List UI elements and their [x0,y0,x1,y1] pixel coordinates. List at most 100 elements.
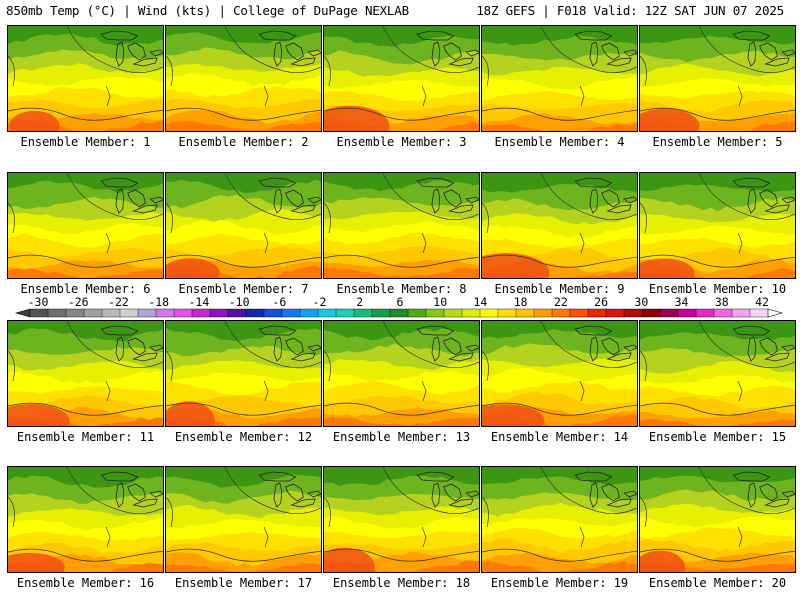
colorbar-swatch [65,308,85,318]
great-lake-outline [307,490,321,498]
boundary-line [421,232,427,254]
great-lake-outline [759,42,778,61]
temperature-map [166,321,321,426]
great-lake-outline [132,498,158,508]
temperature-map [482,321,637,426]
colorbar-swatch [119,308,139,318]
temperature-map [482,173,637,278]
colorbar-tick-label: 14 [473,295,488,309]
ensemble-member-map [323,172,480,279]
boundary-line [263,232,269,254]
boundary-line [324,202,331,234]
colorbar-tick-label: -26 [67,295,89,309]
great-lake-outline [606,498,632,508]
boundary-line [698,26,795,73]
colorbar-tick-label: 42 [755,295,769,309]
colorbar-swatch [731,308,751,318]
boundary-line [166,350,173,382]
colorbar-swatch [371,308,391,318]
boundary-line [66,321,163,368]
great-lake-outline [601,483,620,502]
great-lake-outline [764,498,790,508]
boundary-line [737,526,743,548]
colorbar-swatch [605,308,625,318]
warm-core-shading [8,552,65,572]
great-lake-outline [589,336,599,362]
great-lake-outline [443,483,462,502]
boundary-line [8,350,15,382]
great-lake-outline [273,41,283,67]
temperature-map [640,173,795,278]
boundary-line [482,107,637,121]
boundary-line [105,232,111,254]
colorbar-swatch [281,308,301,318]
great-lake-outline [416,471,455,482]
colorbar-swatch [173,308,193,318]
great-lake-outline [601,189,620,208]
boundary-line [540,173,637,220]
boundary-line [224,321,321,368]
great-lake-outline [431,188,441,214]
boundary-line [324,55,331,87]
great-lake-outline [132,204,158,214]
great-lake-outline [149,49,163,57]
ensemble-member-label: Ensemble Member: 6 [20,282,151,296]
great-lake-outline [443,189,462,208]
great-lake-outline [149,196,163,204]
boundary-line [8,548,163,562]
colorbar-tick-label: -18 [148,295,170,309]
colorbar-tick-label: 38 [714,295,729,309]
great-lake-outline [623,344,637,352]
great-lake-outline [290,352,316,362]
colorbar-swatch [29,308,49,318]
ensemble-member-label: Ensemble Member: 12 [174,430,313,444]
boundary-line [382,467,479,514]
colorbar-swatch [497,308,517,318]
colorbar-swatch [317,308,337,318]
great-lake-outline [465,344,479,352]
colorbar-tick-label: -14 [188,295,210,309]
ensemble-member-label: Ensemble Member: 8 [336,282,467,296]
ensemble-member-map [165,320,322,427]
boundary-line [482,548,637,562]
great-lake-outline [115,336,125,362]
boundary-line [421,526,427,548]
temp-shade-band [482,123,637,131]
boundary-line [737,232,743,254]
boundary-line [166,107,321,121]
ensemble-member-label: Ensemble Member: 3 [336,135,467,149]
great-lake-outline [416,177,455,188]
temperature-map [482,26,637,131]
great-lake-outline [606,57,632,67]
great-lake-outline [258,325,297,336]
boundary-line [166,402,321,416]
great-lake-outline [307,344,321,352]
great-lake-outline [416,30,455,41]
boundary-line [540,467,637,514]
great-lake-outline [132,57,158,67]
boundary-line [482,496,489,528]
warm-core-shading [166,258,220,278]
colorbar-tick-label: 10 [433,295,448,309]
great-lake-outline [443,42,462,61]
great-lake-outline [448,352,474,362]
temperature-map [324,173,479,278]
colorbar-tick-label: -2 [312,295,327,309]
great-lake-outline [431,41,441,67]
ensemble-member-label: Ensemble Member: 15 [648,430,787,444]
great-lake-outline [100,325,139,336]
boundary-line [640,496,647,528]
temp-shade-band [324,416,479,426]
great-lake-outline [285,189,304,208]
great-lake-outline [781,49,795,57]
ensemble-member-label: Ensemble Member: 9 [494,282,625,296]
boundary-line [382,173,479,220]
colorbar-tick-label: -10 [228,295,250,309]
colorbar-tick-label: -22 [108,295,129,309]
boundary-line [382,26,479,73]
great-lake-outline [100,471,139,482]
colorbar-swatch [569,308,589,318]
boundary-line [8,496,15,528]
boundary-line [8,202,15,234]
boundary-line [640,548,795,562]
